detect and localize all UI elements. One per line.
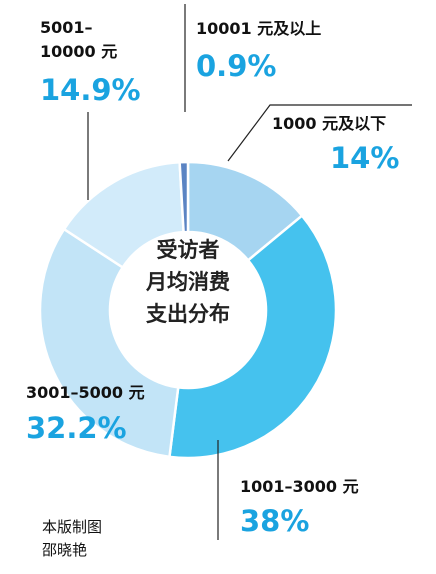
credit: 本版制图 邵晓艳 [42, 516, 102, 562]
slice-1001-3000 [168, 213, 338, 460]
value-label-1000-below: 14% [330, 141, 400, 175]
value-label-1001-3000: 38% [240, 504, 310, 538]
credit-line-1: 本版制图 [42, 518, 103, 536]
leader-line-1000-below [227, 104, 412, 162]
donut-slices [38, 160, 338, 460]
credit-line-2: 邵晓艳 [42, 541, 88, 559]
center-label-line-3: 支出分布 [146, 301, 230, 326]
slice-3001-5000 [38, 227, 180, 459]
category-label-10001-above: 10001 元及以上 [196, 19, 322, 38]
value-label-3001-5000: 32.2% [26, 411, 127, 445]
center-label-line-1: 受访者 [156, 237, 220, 262]
leader-lines [87, 4, 412, 540]
category-label-5001-10000-line1: 5001– [40, 18, 93, 37]
value-label-10001-above: 0.9% [196, 49, 277, 83]
category-label-5001-10000-line2: 10000 元 [40, 42, 118, 61]
category-label-1001-3000: 1001–3000 元 [240, 477, 359, 496]
center-label-line-2: 月均消费 [146, 269, 230, 294]
center-label: 受访者 月均消费 支出分布 [120, 234, 256, 330]
value-label-5001-10000: 14.9% [40, 73, 141, 107]
slice-10001-above [178, 160, 190, 234]
category-label-1000-below: 1000 元及以下 [272, 114, 387, 133]
category-label-3001-5000: 3001–5000 元 [26, 383, 145, 402]
